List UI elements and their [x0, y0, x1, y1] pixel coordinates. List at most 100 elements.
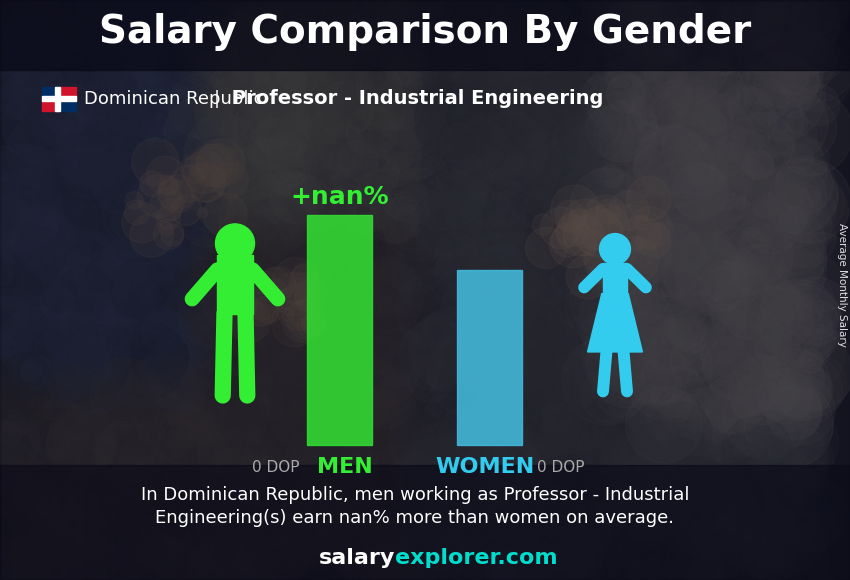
Circle shape [427, 467, 508, 548]
Circle shape [430, 78, 516, 164]
Circle shape [713, 328, 743, 358]
Circle shape [94, 456, 122, 484]
Circle shape [666, 388, 726, 448]
Circle shape [25, 293, 67, 336]
Circle shape [144, 264, 224, 343]
Circle shape [350, 51, 421, 122]
Circle shape [337, 339, 392, 393]
Circle shape [208, 161, 240, 193]
Circle shape [403, 471, 435, 503]
Circle shape [654, 9, 681, 35]
Circle shape [155, 393, 217, 455]
Circle shape [455, 495, 539, 579]
Circle shape [346, 464, 388, 506]
Circle shape [762, 0, 841, 42]
Circle shape [0, 77, 57, 144]
Circle shape [235, 292, 258, 315]
Circle shape [606, 252, 659, 305]
Circle shape [219, 159, 243, 183]
Circle shape [54, 394, 100, 439]
Circle shape [778, 232, 850, 313]
Circle shape [54, 534, 108, 580]
Circle shape [137, 106, 203, 172]
Circle shape [111, 198, 171, 258]
Circle shape [753, 209, 788, 244]
Circle shape [733, 362, 821, 451]
Circle shape [411, 469, 500, 557]
Circle shape [305, 1, 364, 60]
Circle shape [185, 162, 225, 202]
Circle shape [360, 306, 422, 369]
Circle shape [603, 287, 661, 345]
Circle shape [581, 205, 672, 294]
Circle shape [632, 504, 719, 580]
Circle shape [27, 49, 48, 71]
Circle shape [543, 531, 585, 572]
Circle shape [113, 56, 135, 78]
Circle shape [252, 332, 281, 361]
Circle shape [222, 5, 301, 84]
Circle shape [776, 61, 819, 105]
Circle shape [399, 6, 427, 35]
Circle shape [201, 193, 264, 256]
Circle shape [233, 345, 293, 405]
Circle shape [144, 133, 210, 200]
Circle shape [267, 10, 312, 55]
Circle shape [295, 78, 358, 142]
Circle shape [184, 297, 245, 358]
Circle shape [640, 82, 706, 148]
Circle shape [622, 404, 679, 461]
Circle shape [294, 99, 320, 125]
Circle shape [588, 253, 626, 291]
Circle shape [484, 530, 545, 580]
Circle shape [425, 402, 449, 426]
Circle shape [257, 159, 326, 229]
Circle shape [64, 357, 135, 428]
Circle shape [534, 159, 561, 186]
Circle shape [541, 146, 603, 207]
Circle shape [447, 0, 524, 61]
Circle shape [280, 118, 323, 162]
Circle shape [380, 329, 443, 393]
Circle shape [97, 542, 133, 579]
Circle shape [502, 324, 560, 381]
Circle shape [277, 226, 326, 276]
Circle shape [248, 171, 300, 223]
Circle shape [683, 139, 755, 211]
Circle shape [48, 404, 118, 475]
Circle shape [0, 297, 37, 360]
Circle shape [696, 465, 767, 536]
Circle shape [23, 67, 75, 118]
Circle shape [199, 506, 259, 567]
Circle shape [98, 78, 120, 100]
Circle shape [187, 442, 211, 466]
Circle shape [69, 463, 141, 535]
Circle shape [128, 0, 190, 51]
Circle shape [536, 487, 585, 537]
Circle shape [188, 528, 229, 568]
Circle shape [332, 304, 361, 334]
Circle shape [196, 77, 271, 153]
Circle shape [751, 419, 807, 475]
Circle shape [303, 24, 330, 50]
Circle shape [688, 0, 760, 45]
Circle shape [381, 433, 438, 490]
Circle shape [280, 299, 291, 310]
Circle shape [276, 284, 323, 330]
Circle shape [524, 341, 571, 389]
Circle shape [215, 442, 251, 477]
Circle shape [83, 505, 136, 558]
Circle shape [0, 68, 46, 119]
Circle shape [9, 523, 73, 580]
Circle shape [119, 223, 139, 243]
Circle shape [695, 369, 760, 433]
Circle shape [293, 99, 338, 144]
Circle shape [580, 225, 610, 256]
Circle shape [135, 299, 179, 343]
Circle shape [83, 118, 133, 169]
Circle shape [496, 38, 533, 75]
Circle shape [332, 0, 404, 50]
Circle shape [581, 326, 639, 385]
Circle shape [17, 336, 53, 371]
Circle shape [573, 557, 609, 580]
